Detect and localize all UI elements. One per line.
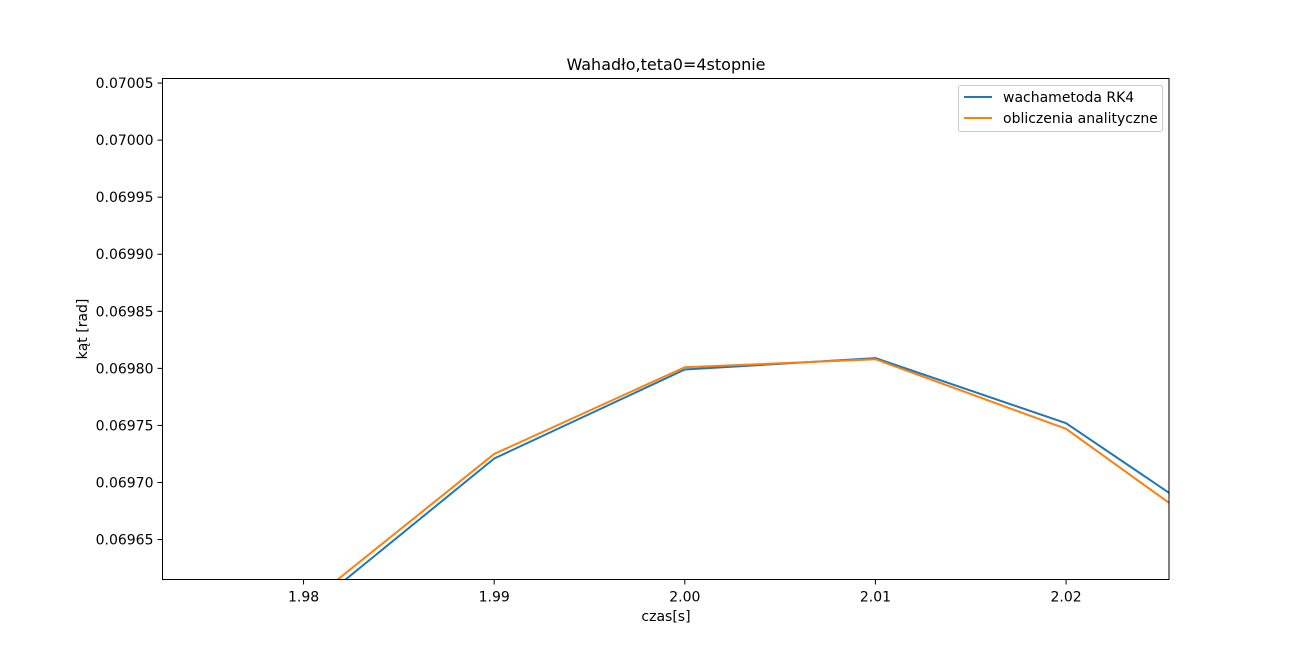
legend-label-rk4: wachametoda RK4	[1003, 90, 1134, 106]
legend-box	[958, 85, 1163, 132]
x-tick-label: 2.00	[669, 590, 700, 606]
y-tick-label: 0.06965	[96, 533, 154, 549]
y-axis: 0.06965 0.06970 0.06975 0.06980 0.06985 0.069…	[96, 76, 163, 549]
series-line-1	[336, 358, 1169, 580]
x-tick-label: 2.01	[860, 590, 891, 606]
x-axis-label: czas[s]	[641, 609, 690, 625]
series-layer	[336, 357, 1169, 580]
legend-label-analytic: obliczenia analityczne	[1003, 111, 1158, 127]
x-tick-label: 1.98	[288, 590, 319, 606]
y-tick-label: 0.07000	[96, 133, 154, 149]
y-tick-label: 0.06980	[96, 361, 154, 377]
x-tick-label: 2.02	[1050, 590, 1081, 606]
series-line-0	[344, 357, 1169, 580]
y-tick-label: 0.06975	[96, 418, 154, 434]
y-tick-label: 0.06985	[96, 304, 154, 320]
y-tick-label: 0.06990	[96, 247, 154, 263]
plot-frame	[162, 78, 1170, 580]
y-tick-label: 0.06970	[96, 475, 154, 491]
x-axis: 1.98 1.99 2.00 2.01 2.02	[288, 579, 1082, 606]
chart-title: Wahadło,teta0=4stopnie	[566, 55, 765, 74]
y-tick-label: 0.06995	[96, 190, 154, 206]
legend: wachametoda RK4 obliczenia analityczne	[958, 85, 1163, 132]
y-axis-label: kąt [rad]	[75, 299, 91, 360]
x-tick-label: 1.99	[479, 590, 510, 606]
y-tick-label: 0.07005	[96, 76, 154, 92]
